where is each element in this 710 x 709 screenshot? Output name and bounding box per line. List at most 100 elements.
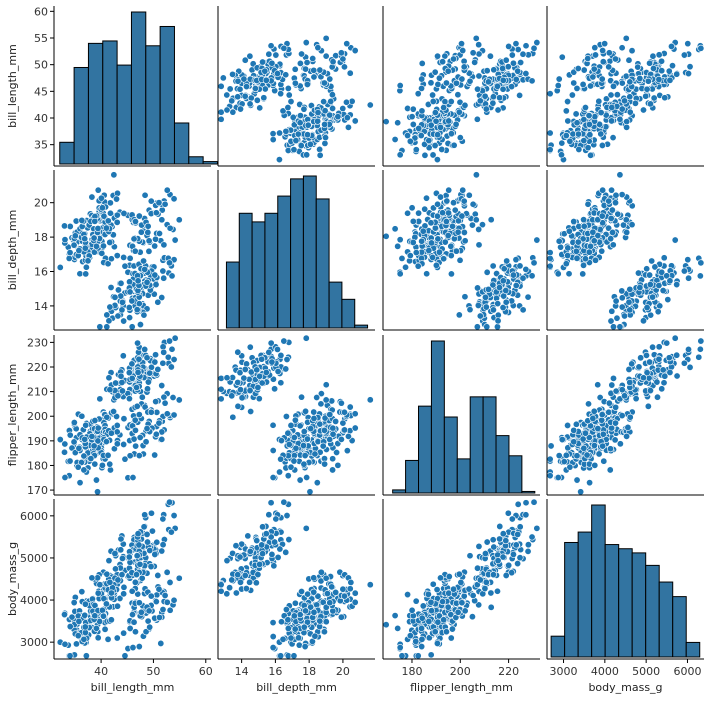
scatter-point bbox=[131, 426, 139, 434]
scatter-point bbox=[128, 360, 136, 368]
scatter-point bbox=[81, 435, 89, 443]
scatter-point bbox=[256, 104, 264, 112]
scatter-point bbox=[696, 345, 704, 353]
histogram-bar bbox=[672, 596, 687, 658]
scatter-point bbox=[496, 94, 504, 102]
scatter-point bbox=[493, 323, 501, 331]
scatter-point bbox=[434, 200, 442, 208]
scatter-point bbox=[632, 395, 640, 403]
scatter-point bbox=[346, 69, 354, 77]
scatter-point bbox=[160, 274, 168, 282]
scatter-point bbox=[618, 412, 626, 420]
scatter-point bbox=[465, 191, 473, 199]
scatter-point bbox=[433, 212, 441, 220]
scatter-point bbox=[572, 420, 580, 428]
scatter-point bbox=[487, 589, 495, 597]
scatter-point bbox=[217, 587, 225, 595]
scatter-point bbox=[589, 414, 597, 422]
scatter-point bbox=[61, 611, 69, 619]
histogram-bar bbox=[251, 221, 266, 329]
scatter-point bbox=[282, 548, 290, 556]
scatter-point bbox=[237, 386, 245, 394]
scatter-point bbox=[282, 606, 290, 614]
scatter-point bbox=[267, 499, 275, 507]
scatter-point bbox=[458, 40, 466, 48]
scatter-point bbox=[170, 512, 178, 520]
scatter-point bbox=[167, 528, 175, 536]
scatter-point bbox=[433, 156, 441, 164]
scatter-point bbox=[265, 348, 273, 356]
scatter-point bbox=[433, 586, 441, 594]
scatter-point bbox=[427, 651, 435, 659]
scatter-point bbox=[660, 254, 668, 262]
scatter-point bbox=[301, 643, 309, 651]
scatter-point bbox=[126, 278, 134, 286]
scatter-point bbox=[154, 365, 162, 373]
x-axis-label: bill_depth_mm bbox=[256, 681, 337, 694]
scatter-point bbox=[418, 643, 426, 651]
scatter-point bbox=[159, 359, 167, 367]
scatter-point bbox=[114, 576, 122, 584]
scatter-point bbox=[524, 547, 532, 555]
scatter-point bbox=[237, 105, 245, 113]
scatter-point bbox=[120, 209, 128, 217]
histogram-bar bbox=[495, 435, 510, 494]
scatter-point bbox=[333, 448, 341, 456]
scatter-point bbox=[302, 334, 310, 342]
scatter-point bbox=[472, 171, 480, 179]
scatter-point bbox=[546, 472, 554, 480]
scatter-point bbox=[671, 334, 679, 342]
scatter-point bbox=[170, 355, 178, 363]
scatter-point bbox=[145, 237, 153, 245]
scatter-point bbox=[546, 90, 554, 98]
x-tick-label: 20 bbox=[336, 665, 350, 678]
scatter-point bbox=[82, 652, 90, 660]
scatter-point bbox=[157, 639, 165, 647]
scatter-point bbox=[80, 452, 88, 460]
scatter-point bbox=[547, 442, 555, 450]
scatter-point bbox=[133, 552, 141, 560]
scatter-point bbox=[91, 417, 99, 425]
scatter-point bbox=[382, 118, 390, 126]
scatter-point bbox=[326, 599, 334, 607]
scatter-point bbox=[573, 476, 581, 484]
scatter-point bbox=[450, 141, 458, 149]
scatter-point bbox=[564, 117, 572, 125]
scatter-point bbox=[129, 611, 137, 619]
scatter-point bbox=[460, 63, 468, 71]
scatter-point bbox=[570, 438, 578, 446]
scatter-point bbox=[474, 564, 482, 572]
scatter-point bbox=[499, 304, 507, 312]
scatter-point bbox=[343, 447, 351, 455]
scatter-point bbox=[626, 108, 634, 116]
scatter-point bbox=[261, 67, 269, 75]
scatter-point bbox=[584, 200, 592, 208]
scatter-point bbox=[269, 446, 277, 454]
scatter-point bbox=[103, 311, 111, 319]
y-tick-label: 35 bbox=[34, 139, 48, 152]
scatter-point bbox=[439, 598, 447, 606]
scatter-point bbox=[533, 236, 541, 244]
scatter-point bbox=[310, 608, 318, 616]
scatter-point bbox=[519, 274, 527, 282]
x-tick-label: 3000 bbox=[550, 665, 578, 678]
scatter-point bbox=[128, 374, 136, 382]
scatter-point bbox=[219, 74, 227, 82]
scatter-point bbox=[614, 210, 622, 218]
scatter-point bbox=[396, 644, 404, 652]
scatter-point bbox=[292, 444, 300, 452]
scatter-point bbox=[494, 557, 502, 565]
histogram-bar bbox=[430, 340, 445, 494]
scatter-point bbox=[134, 368, 142, 376]
scatter-point bbox=[546, 146, 554, 154]
scatter-point bbox=[589, 228, 597, 236]
scatter-point bbox=[107, 255, 115, 263]
scatter-point bbox=[579, 435, 587, 443]
scatter-point bbox=[113, 195, 121, 203]
scatter-point bbox=[287, 463, 295, 471]
scatter-point bbox=[533, 524, 541, 532]
panel-bill_length_mm-vs-flipper_length_mm bbox=[382, 6, 541, 167]
x-tick-label: 16 bbox=[268, 665, 282, 678]
scatter-point bbox=[316, 151, 324, 159]
scatter-point bbox=[120, 415, 128, 423]
